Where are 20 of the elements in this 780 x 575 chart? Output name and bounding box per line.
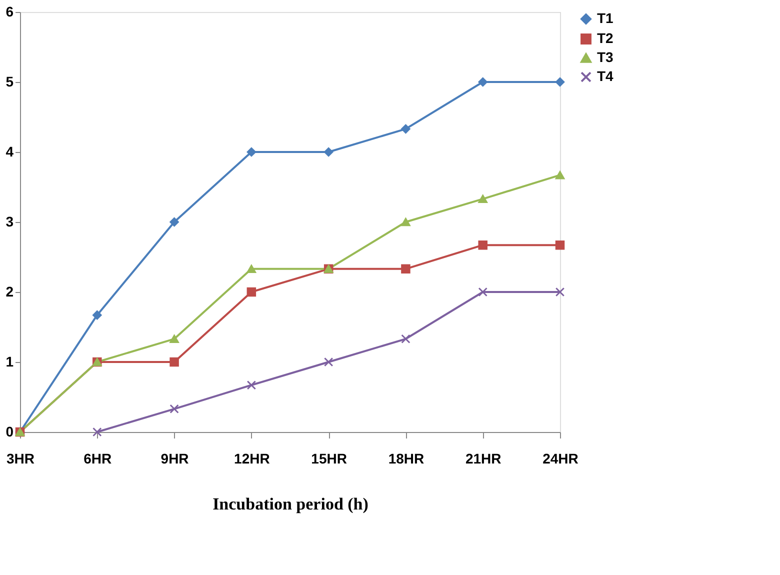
y-tick-label: 5 [6, 74, 14, 90]
legend-label: T2 [597, 30, 614, 46]
x-tick-label: 24HR [542, 450, 578, 466]
y-tick-label: 2 [6, 284, 14, 300]
y-tick-label: 1 [6, 354, 14, 370]
y-tick-label: 0 [6, 424, 14, 440]
x-tick-label: 6HR [84, 450, 112, 466]
x-tick-label: 18HR [388, 450, 424, 466]
y-tick-label: 4 [6, 144, 14, 160]
x-tick-label: 3HR [6, 450, 35, 466]
x-tick-label: 9HR [160, 450, 189, 466]
y-tick-label: 6 [6, 4, 14, 20]
x-tick-label: 12HR [234, 450, 270, 466]
x-tick-label: 21HR [465, 450, 502, 466]
y-tick-label: 3 [6, 214, 14, 230]
x-tick-label: 15HR [311, 450, 347, 466]
x-axis-title: Incubation period (h) [212, 494, 368, 514]
legend-label: T4 [597, 68, 614, 84]
legend-label: T1 [597, 10, 614, 26]
legend-label: T3 [597, 49, 614, 65]
